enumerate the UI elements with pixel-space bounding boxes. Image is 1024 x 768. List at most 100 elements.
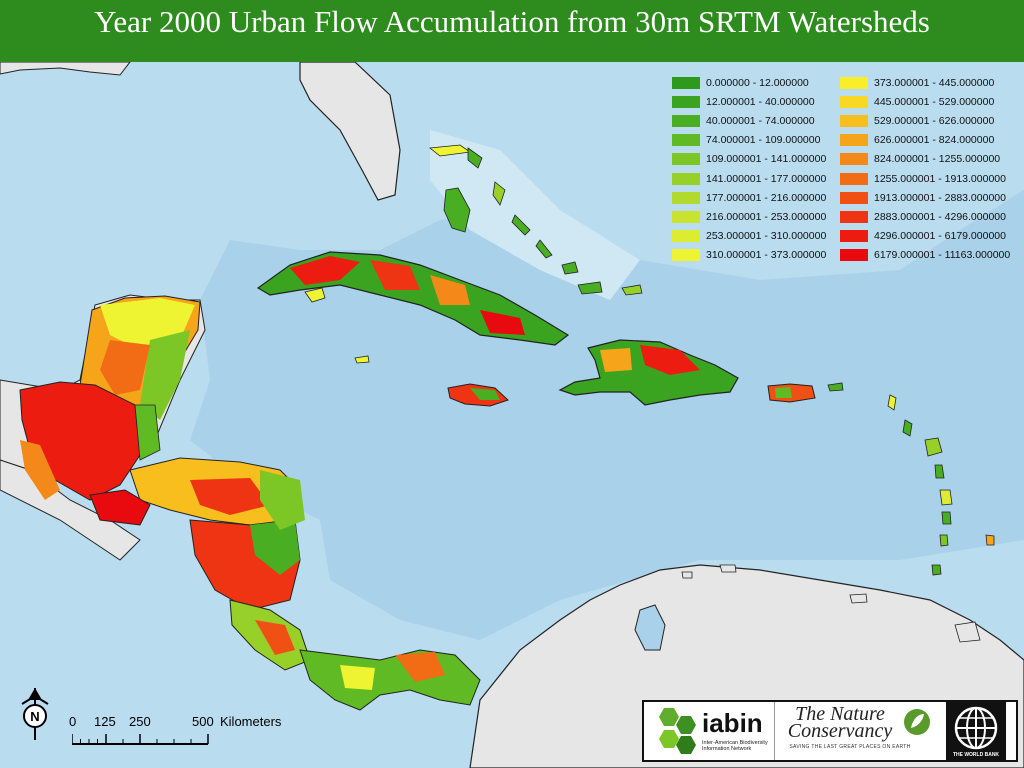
legend-item: 253.000001 - 310.000000: [672, 227, 826, 246]
legend-swatch: [840, 95, 868, 108]
hispaniola-orange: [600, 348, 632, 372]
legend-label: 824.000001 - 1255.000000: [874, 153, 1001, 166]
nicaragua-green: [250, 520, 300, 575]
legend-item: 6179.000001 - 11163.000000: [840, 246, 1010, 265]
legend-swatch: [672, 172, 700, 185]
legend-label: 0.000000 - 12.000000: [706, 76, 809, 89]
legend-label: 1913.000001 - 2883.000000: [874, 191, 1006, 204]
belize: [134, 404, 161, 461]
chiapas-west: [20, 440, 60, 500]
legend-label: 74.000001 - 109.000000: [706, 134, 821, 147]
globe-icon: [954, 706, 998, 750]
abaco: [467, 147, 483, 169]
legend-label: 109.000001 - 141.000000: [706, 153, 827, 166]
legend-swatch: [672, 76, 700, 89]
yucatan-east: [140, 330, 190, 420]
acklins: [561, 261, 579, 275]
el-salvador: [89, 489, 151, 526]
legend-label: 177.000001 - 216.000000: [706, 191, 827, 204]
aruba: [681, 571, 693, 579]
legend-label: 373.000001 - 445.000000: [874, 76, 995, 89]
legend-item: 626.000001 - 824.000000: [840, 131, 1010, 150]
legend-item: 824.000001 - 1255.000000: [840, 150, 1010, 169]
legend-item: 141.000001 - 177.000000: [672, 169, 826, 188]
trinidad: [954, 621, 981, 643]
legend-swatch: [840, 153, 868, 166]
legend-label: 529.000001 - 626.000000: [874, 114, 995, 127]
legend: 0.000000 - 12.000000 12.000001 - 40.00000…: [672, 73, 1012, 263]
lesser-antilles-1: [887, 394, 897, 411]
legend-swatch: [672, 134, 700, 147]
isla-de-la-juventud: [304, 287, 326, 303]
legend-label: 1255.000001 - 1913.000000: [874, 172, 1006, 185]
legend-column-2: 373.000001 - 445.000000 445.000001 - 529.…: [840, 73, 1010, 265]
legend-item: 373.000001 - 445.000000: [840, 73, 1010, 92]
tnc-logo: The Nature Conservancy SAVING THE LAST G…: [774, 702, 935, 760]
scale-bar: 0 125 250 500 Kilometers: [66, 714, 296, 754]
honduras-red: [190, 478, 270, 515]
legend-swatch: [840, 134, 868, 147]
oak-leaf-icon: [904, 709, 930, 735]
lake-maracaibo: [634, 604, 666, 651]
legend-label: 12.000001 - 40.000000: [706, 95, 815, 108]
grenada: [931, 564, 942, 576]
iabin-subtitle: Inter-American Biodiversity Information …: [702, 740, 768, 752]
lesser-antilles-2: [902, 419, 913, 437]
panama-yellow: [340, 665, 375, 690]
map-title: Year 2000 Urban Flow Accumulation from 3…: [0, 0, 1024, 62]
legend-label: 40.000001 - 74.000000: [706, 114, 815, 127]
legend-swatch: [672, 210, 700, 223]
st-lucia: [941, 511, 952, 525]
scale-label-0: 0: [69, 714, 77, 729]
exumas: [511, 214, 531, 236]
legend-swatch: [840, 76, 868, 89]
legend-item: 2883.000001 - 4296.000000: [840, 207, 1010, 226]
curacao: [719, 564, 737, 573]
hispaniola-red: [640, 345, 700, 375]
legend-item: 4296.000001 - 6179.000000: [840, 227, 1010, 246]
legend-item: 216.000001 - 253.000000: [672, 207, 826, 226]
scale-unit: Kilometers: [220, 714, 282, 729]
iabin-logo: iabin Inter-American Biodiversity Inform…: [650, 702, 770, 760]
legend-item: 109.000001 - 141.000000: [672, 150, 826, 169]
legend-item: 177.000001 - 216.000000: [672, 188, 826, 207]
cuba-orange: [430, 275, 470, 305]
yucatan-core: [100, 340, 150, 395]
legend-item: 445.000001 - 529.000000: [840, 92, 1010, 111]
legend-item: 1255.000001 - 1913.000000: [840, 169, 1010, 188]
legend-swatch: [840, 114, 868, 127]
legend-swatch: [672, 230, 700, 243]
legend-label: 310.000001 - 373.000000: [706, 249, 827, 262]
costa-rica-red: [255, 620, 295, 655]
shelf-bahamas: [430, 130, 640, 300]
florida-landmass: [299, 62, 401, 201]
turks-caicos: [621, 284, 643, 296]
iabin-hexagons-icon: [659, 708, 696, 754]
legend-column-1: 0.000000 - 12.000000 12.000001 - 40.00000…: [672, 73, 826, 265]
tnc-name: The Nature Conservancy: [787, 703, 893, 742]
legend-item: 0.000000 - 12.000000: [672, 73, 826, 92]
legend-swatch: [840, 191, 868, 204]
tnc-tagline: SAVING THE LAST GREAT PLACES ON EARTH: [789, 744, 911, 750]
virgin-islands: [827, 382, 844, 392]
st-vincent: [939, 534, 949, 547]
legend-swatch: [672, 153, 700, 166]
legend-item: 310.000001 - 373.000000: [672, 246, 826, 265]
north-arrow-icon: N: [21, 688, 49, 740]
long-island-bahamas: [535, 239, 553, 259]
legend-swatch: [672, 114, 700, 127]
legend-item: 74.000001 - 109.000000: [672, 131, 826, 150]
nicaragua-east: [260, 470, 305, 530]
puerto-rico-green: [775, 387, 792, 398]
north-arrow-letter: N: [30, 709, 39, 724]
cayman: [354, 355, 370, 364]
barbados: [985, 534, 995, 546]
world-bank-logo: THE WORLD BANK: [946, 702, 1006, 760]
legend-label: 626.000001 - 824.000000: [874, 134, 995, 147]
sponsor-logos: iabin Inter-American Biodiversity Inform…: [642, 700, 1018, 762]
panama-red: [395, 652, 445, 682]
cuba-red-east: [480, 310, 525, 335]
jamaica-green: [470, 388, 500, 400]
world-bank-name: THE WORLD BANK: [952, 752, 1000, 758]
legend-item: 529.000001 - 626.000000: [840, 111, 1010, 130]
